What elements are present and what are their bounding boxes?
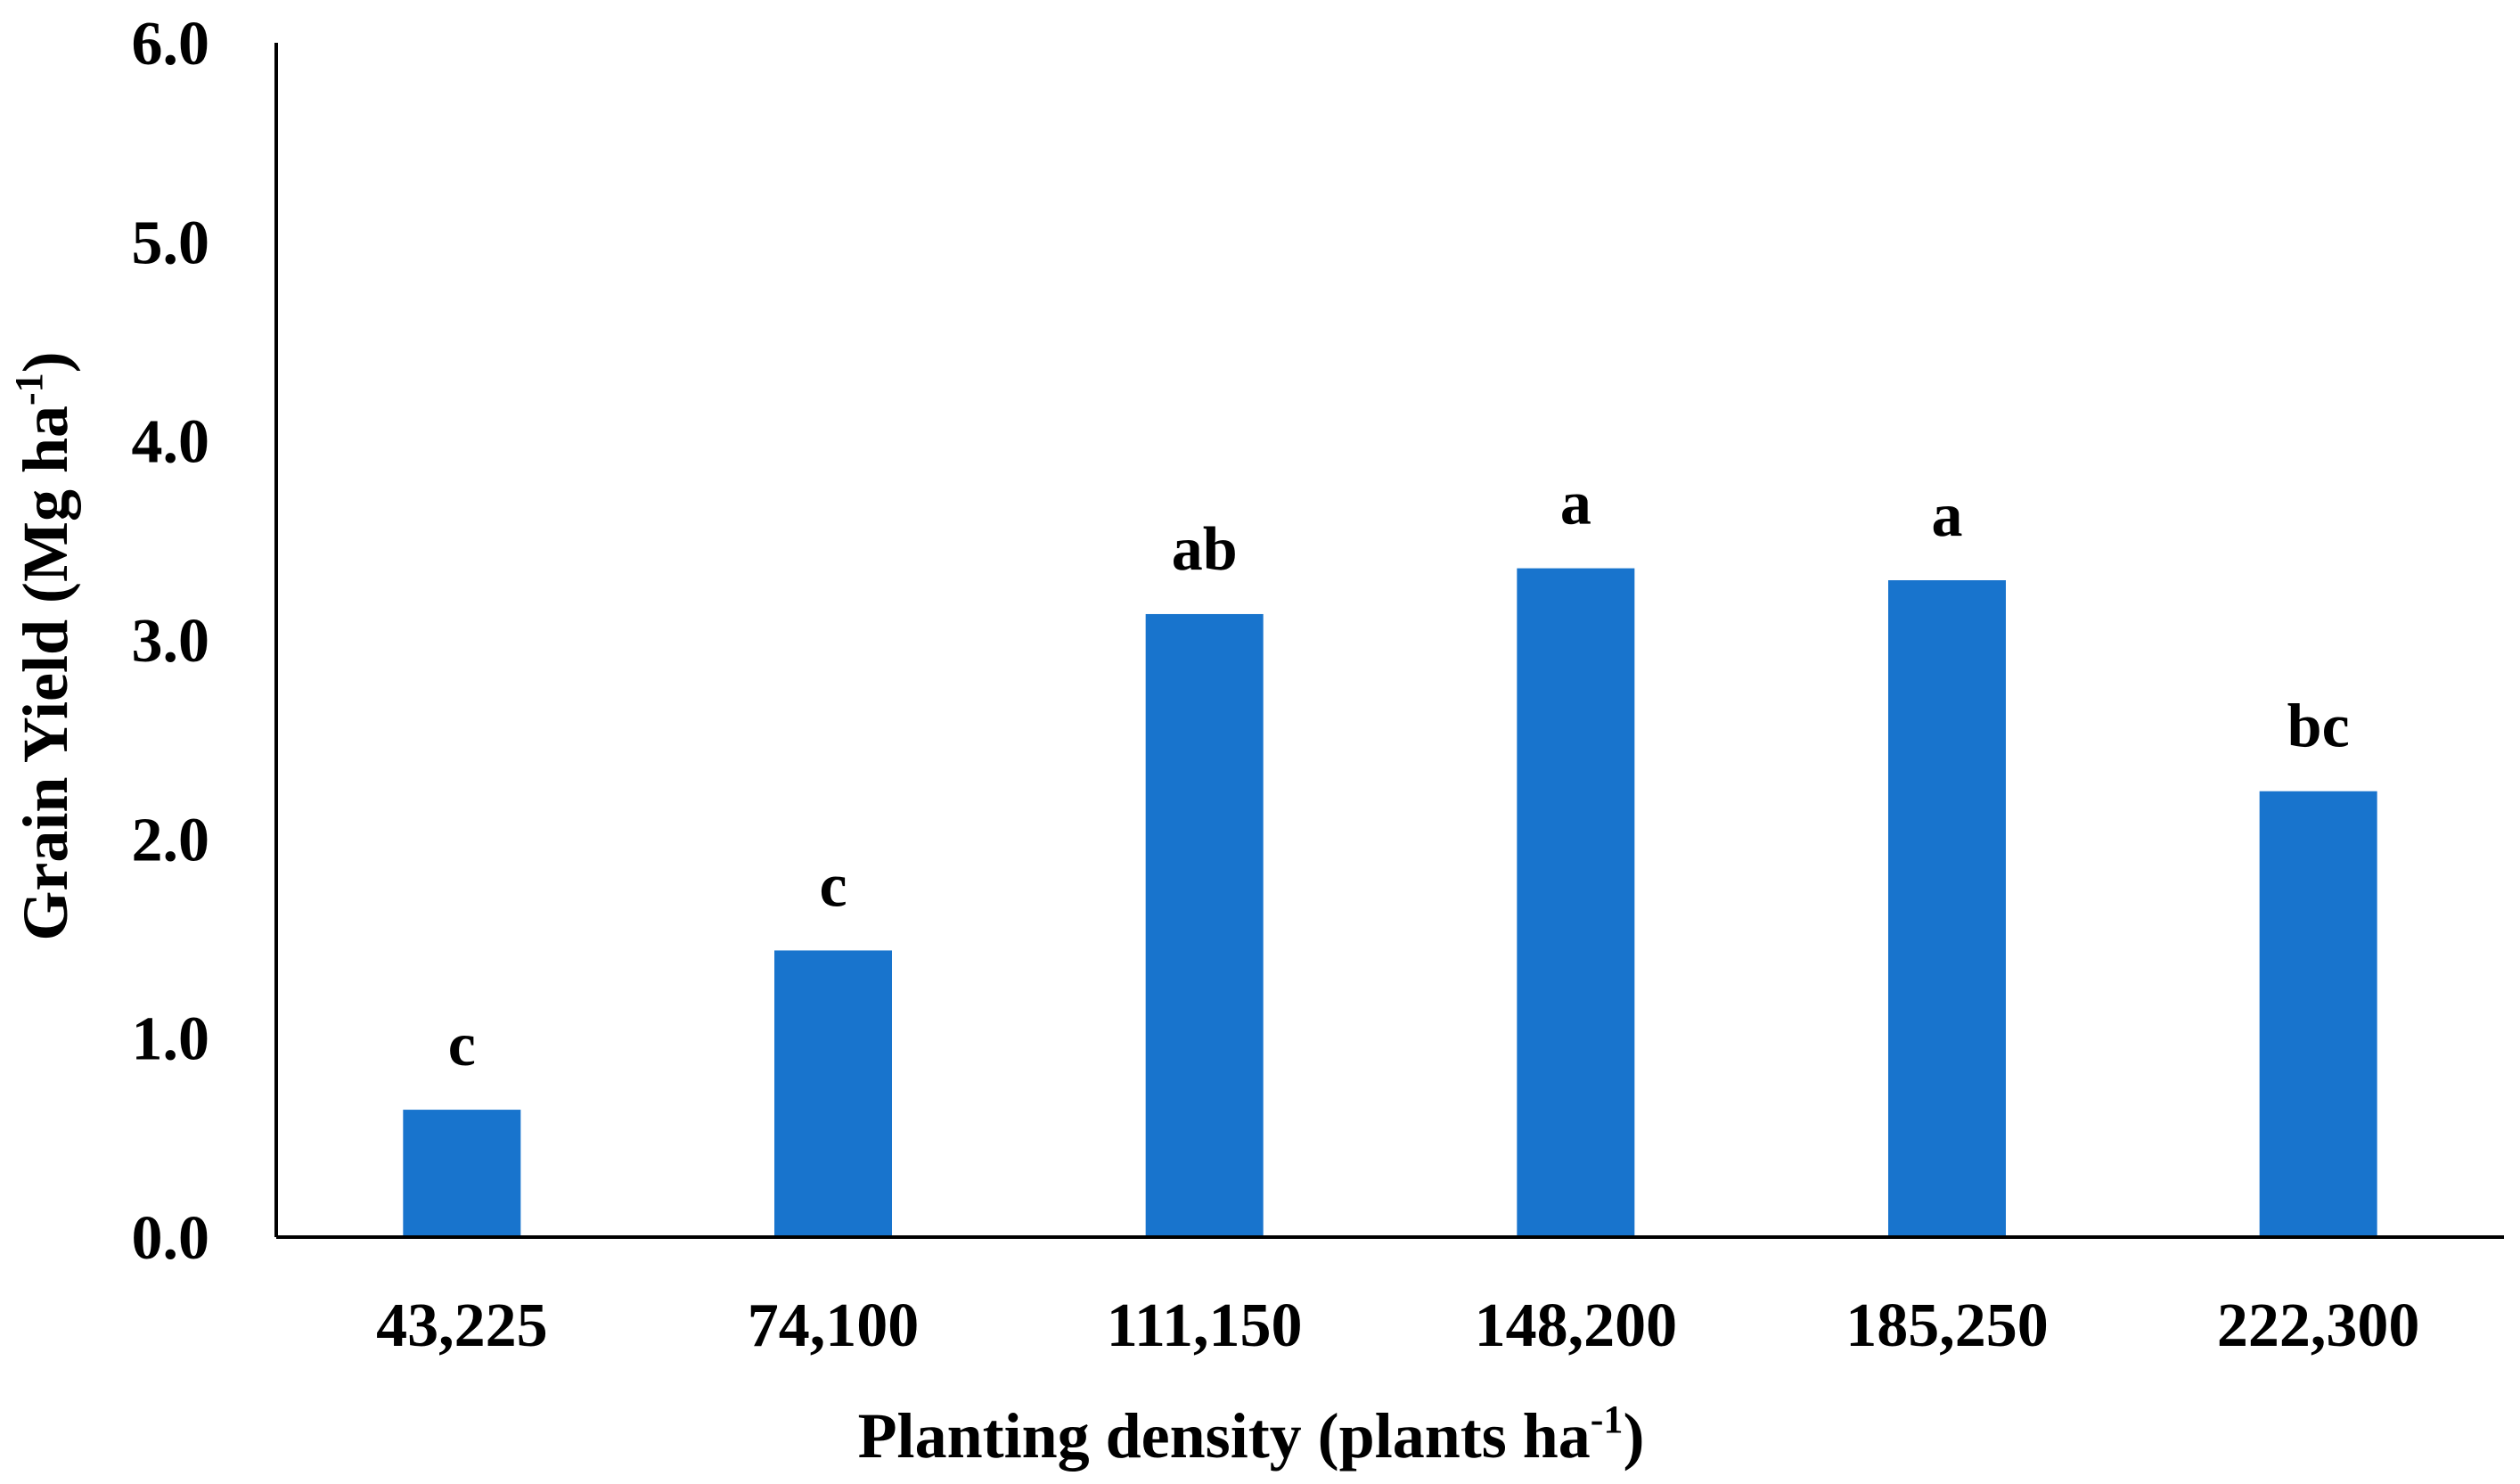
bar-data-label: bc (2287, 693, 2350, 761)
y-axis-title: Grain Yield (Mg ha-1) (7, 351, 81, 940)
data-labels-group: c c ab a a bc (448, 470, 2350, 1079)
y-tick-label: 3.0 (132, 607, 210, 676)
bar (403, 1110, 521, 1237)
x-tick-label: 43,225 (376, 1291, 548, 1360)
y-tick-label: 4.0 (132, 408, 210, 477)
y-tick-label: 1.0 (132, 1005, 210, 1074)
bar-data-label: c (448, 1011, 476, 1079)
y-tick-label: 5.0 (132, 209, 210, 277)
x-tick-labels: 43,225 74,100 111,150 148,200 185,250 222,300 (376, 1291, 2419, 1360)
bar-data-label: c (819, 851, 847, 920)
x-tick-label: 148,200 (1475, 1291, 1678, 1360)
x-tick-label: 74,100 (748, 1291, 920, 1360)
bar (774, 950, 892, 1237)
y-tick-label: 2.0 (132, 806, 210, 874)
bar (1145, 613, 1264, 1237)
x-axis-title: Planting density (plants ha-1) (858, 1398, 1645, 1472)
bar-data-label: a (1560, 470, 1591, 538)
x-tick-label: 222,300 (2217, 1291, 2420, 1360)
bar-data-label: a (1932, 481, 1963, 550)
bar-data-label: ab (1172, 515, 1238, 584)
y-tick-label: 0.0 (132, 1204, 210, 1273)
bar (1517, 568, 1635, 1237)
x-tick-label: 185,250 (1845, 1291, 2049, 1360)
y-tick-labels: 0.0 1.0 2.0 3.0 4.0 5.0 6.0 (132, 10, 210, 1273)
y-tick-label: 6.0 (132, 10, 210, 78)
bars-group (403, 568, 2377, 1237)
bar (2259, 791, 2377, 1237)
bar (1888, 580, 2006, 1237)
x-tick-label: 111,150 (1107, 1291, 1303, 1360)
